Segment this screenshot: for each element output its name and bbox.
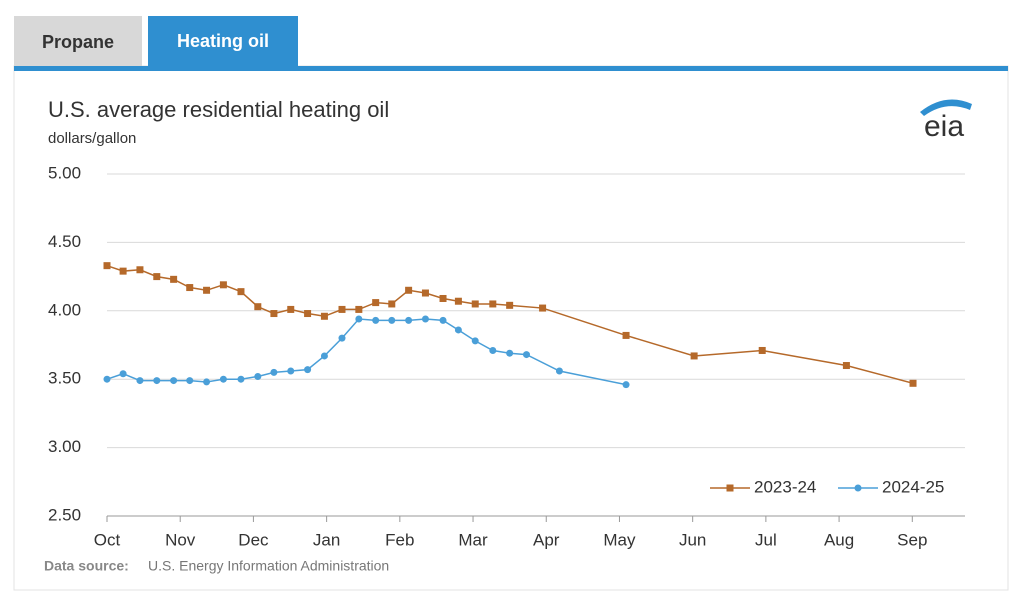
chart-title: U.S. average residential heating oil — [48, 97, 389, 122]
tab-active[interactable] — [148, 16, 298, 66]
data-point — [103, 375, 111, 383]
legend-label: 2023-24 — [754, 477, 816, 496]
source: U.S. Energy Information Administration — [148, 558, 389, 574]
data-point — [254, 372, 262, 380]
data-point — [388, 300, 396, 308]
data-point — [405, 316, 413, 324]
data-point — [522, 351, 530, 359]
x-tick-label: Jan — [313, 530, 340, 549]
logo: eia — [924, 110, 964, 143]
x-tick-label: Nov — [165, 530, 196, 549]
x-tick-label: Apr — [533, 530, 560, 549]
data-point — [405, 286, 413, 294]
data-point — [489, 346, 497, 354]
data-point — [355, 305, 363, 313]
tab[interactable] — [14, 16, 142, 66]
tab-label[interactable]: Propane — [42, 32, 114, 52]
data-point — [489, 300, 497, 308]
data-point — [454, 326, 462, 334]
data-point — [506, 349, 514, 357]
legend-label: 2024-25 — [882, 477, 944, 496]
series-line — [106, 318, 627, 386]
x-tick-label: Feb — [385, 530, 414, 549]
data-point — [103, 262, 111, 270]
data-point — [219, 375, 227, 383]
data-point — [170, 275, 178, 283]
data-point — [506, 301, 514, 309]
y-tick-label: 3.00 — [48, 437, 81, 456]
data-point — [622, 331, 630, 339]
data-point — [439, 316, 447, 324]
data-point — [471, 300, 479, 308]
x-tick-label: Dec — [238, 530, 269, 549]
data-point — [203, 286, 211, 294]
x-tick-label: May — [603, 530, 636, 549]
y-tick-label: 2.50 — [48, 505, 81, 524]
x-tick-label: Oct — [94, 530, 121, 549]
data-point — [388, 316, 396, 324]
data-point — [270, 368, 278, 376]
data-point — [287, 305, 295, 313]
data-point — [842, 362, 850, 370]
data-point — [119, 370, 127, 378]
data-point — [758, 346, 766, 354]
data-point — [338, 334, 346, 342]
data-point — [320, 312, 328, 320]
x-tick-label: Jul — [755, 530, 777, 549]
y-tick-label: 5.00 — [48, 163, 81, 182]
data-point — [270, 310, 278, 318]
data-point — [170, 377, 178, 385]
data-point — [237, 288, 245, 296]
data-point — [136, 377, 144, 385]
data-point — [338, 305, 346, 313]
data-point — [355, 315, 363, 323]
tab-bar — [14, 66, 1008, 71]
data-point — [421, 315, 429, 323]
data-point — [909, 379, 917, 387]
data-point — [219, 281, 227, 289]
tab-label[interactable]: Heating oil — [177, 31, 269, 51]
data-point — [622, 381, 630, 389]
data-point — [186, 284, 194, 292]
y-axis-unit: dollars/gallon — [48, 130, 136, 147]
legend-marker — [726, 484, 734, 492]
data-point — [237, 375, 245, 383]
y-tick-label: 4.00 — [48, 300, 81, 319]
source-label: Data source: — [44, 558, 129, 574]
data-point — [153, 377, 161, 385]
data-point — [539, 304, 547, 312]
x-tick-label: Jun — [679, 530, 706, 549]
data-point — [304, 366, 312, 374]
data-point — [203, 378, 211, 386]
data-point — [372, 299, 380, 307]
legend-marker — [854, 484, 862, 492]
panel — [13, 65, 1009, 591]
x-tick-label: Aug — [824, 530, 854, 549]
data-point — [304, 310, 312, 318]
x-tick-label: Mar — [458, 530, 488, 549]
data-point — [136, 266, 144, 274]
data-point — [186, 377, 194, 385]
logo-swoosh — [920, 99, 972, 116]
data-point — [690, 352, 698, 360]
data-point — [119, 267, 127, 275]
data-point — [372, 316, 380, 324]
data-point — [287, 367, 295, 375]
y-tick-label: 3.50 — [48, 369, 81, 388]
data-point — [421, 289, 429, 297]
data-point — [254, 303, 262, 311]
y-tick-label: 4.50 — [48, 232, 81, 251]
x-tick-label: Sep — [897, 530, 927, 549]
data-point — [471, 337, 479, 345]
data-point — [555, 367, 563, 375]
data-point — [439, 294, 447, 302]
data-point — [153, 273, 161, 281]
data-point — [454, 297, 462, 305]
data-point — [320, 352, 328, 360]
